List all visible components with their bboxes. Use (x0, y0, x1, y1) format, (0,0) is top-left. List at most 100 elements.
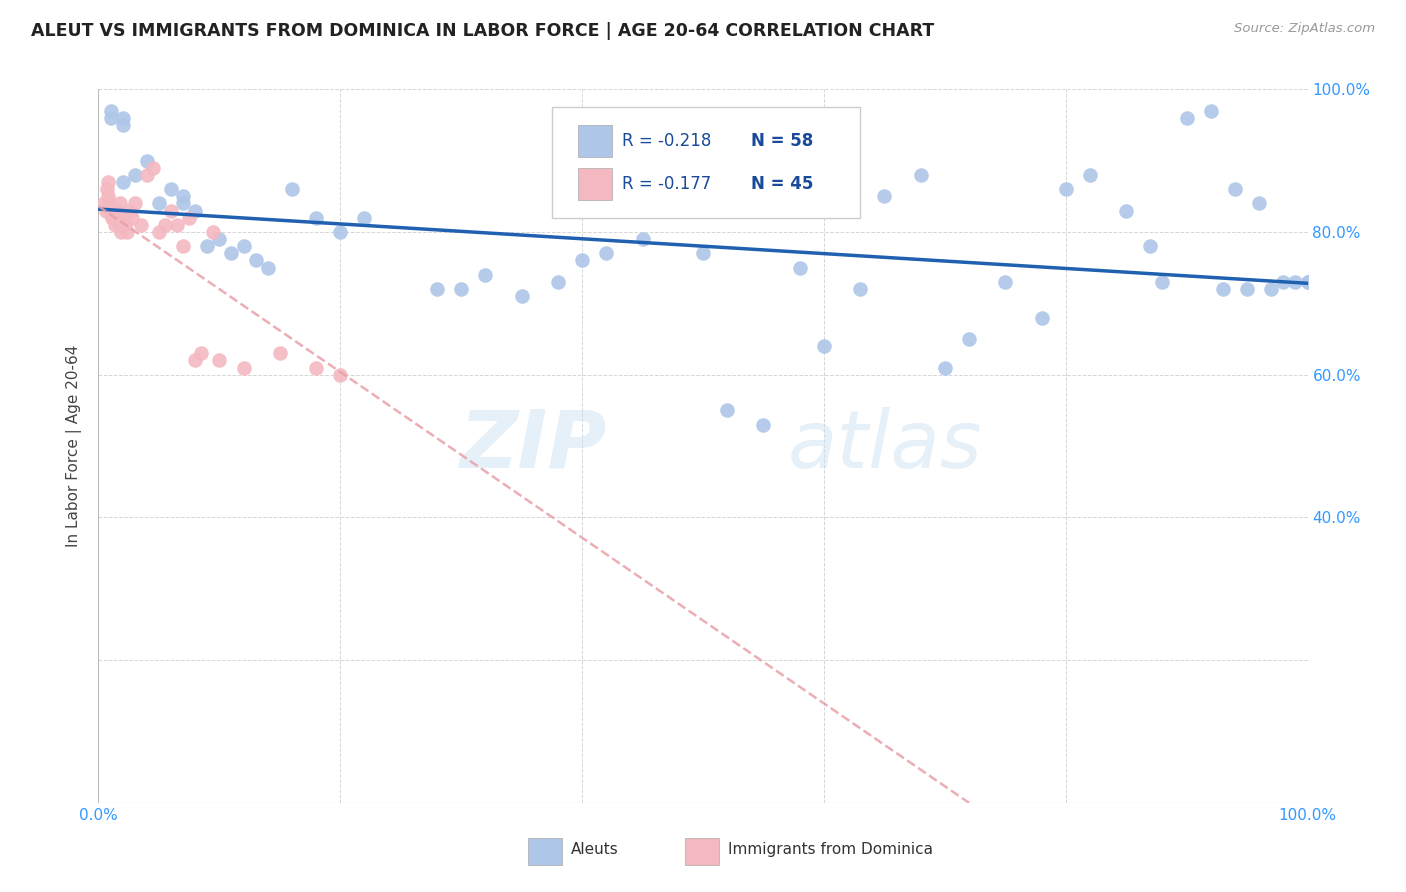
Point (179, 211, 201, 225)
Point (111, 118, 134, 132)
Point (631, 232, 654, 246)
Point (118, 203, 141, 218)
Point (172, 239, 194, 253)
Point (510, 289, 533, 303)
Point (160, 182, 183, 196)
Point (184, 353, 207, 368)
Point (873, 189, 896, 203)
Bar (578, 168, 613, 200)
Point (1272, 275, 1295, 289)
Point (108, 196, 131, 211)
Point (789, 260, 811, 275)
Text: Source: ZipAtlas.com: Source: ZipAtlas.com (1234, 22, 1375, 36)
Point (104, 218, 127, 232)
Point (1296, 275, 1319, 289)
Point (1212, 282, 1234, 296)
Point (329, 225, 352, 239)
Text: R = -0.177: R = -0.177 (621, 175, 711, 193)
Point (692, 246, 714, 260)
Point (135, 153, 157, 168)
Point (1152, 275, 1174, 289)
Point (148, 225, 170, 239)
Point (117, 225, 139, 239)
Point (114, 218, 136, 232)
Point (595, 246, 617, 260)
Point (232, 239, 254, 253)
Point (190, 346, 212, 360)
Point (100, 203, 122, 218)
Point (232, 360, 254, 375)
Point (107, 211, 129, 225)
Point (129, 218, 152, 232)
Point (1236, 282, 1258, 296)
Point (108, 218, 131, 232)
Y-axis label: In Labor Force | Age 20-64: In Labor Force | Age 20-64 (66, 345, 83, 547)
Point (305, 360, 328, 375)
Point (1054, 182, 1077, 196)
Point (110, 225, 132, 239)
Point (103, 211, 125, 225)
Text: N = 45: N = 45 (751, 175, 814, 193)
Point (1031, 310, 1053, 325)
Point (1223, 182, 1246, 196)
Bar (578, 125, 613, 157)
Point (172, 196, 194, 211)
Point (100, 111, 122, 125)
Text: R = -0.218: R = -0.218 (621, 132, 711, 150)
Point (100, 203, 122, 218)
Point (957, 332, 980, 346)
Point (124, 196, 146, 211)
Text: atlas: atlas (787, 407, 983, 485)
Point (450, 282, 472, 296)
Point (208, 353, 231, 368)
Point (121, 211, 143, 225)
Point (1296, 275, 1319, 289)
Point (153, 218, 176, 232)
Point (994, 275, 1017, 289)
Point (934, 360, 956, 375)
Point (256, 260, 278, 275)
Point (98, 196, 121, 211)
Point (849, 282, 872, 296)
Point (1115, 203, 1137, 218)
Point (166, 218, 188, 232)
Point (752, 417, 775, 432)
Point (221, 246, 243, 260)
Point (1249, 196, 1271, 211)
Point (571, 253, 593, 268)
Point (96, 182, 118, 196)
Point (142, 161, 165, 175)
Point (100, 203, 122, 218)
Point (160, 203, 183, 218)
Point (195, 239, 218, 253)
Point (105, 211, 128, 225)
Point (1139, 239, 1161, 253)
Point (474, 268, 496, 282)
Point (269, 346, 291, 360)
Point (329, 368, 352, 382)
Point (101, 203, 124, 218)
Point (245, 253, 267, 268)
Point (208, 232, 231, 246)
Point (1284, 275, 1306, 289)
Point (148, 196, 170, 211)
Point (105, 203, 128, 218)
Text: Aleuts: Aleuts (571, 842, 619, 856)
Point (98, 196, 121, 211)
Point (135, 168, 157, 182)
Point (124, 168, 146, 182)
Point (184, 203, 207, 218)
Bar (685, 838, 718, 865)
FancyBboxPatch shape (551, 107, 860, 218)
Point (305, 211, 328, 225)
Point (547, 275, 569, 289)
Point (94, 203, 117, 218)
Text: ALEUT VS IMMIGRANTS FROM DOMINICA IN LABOR FORCE | AGE 20-64 CORRELATION CHART: ALEUT VS IMMIGRANTS FROM DOMINICA IN LAB… (31, 22, 934, 40)
Point (101, 211, 124, 225)
Point (97, 175, 120, 189)
Text: ZIP: ZIP (458, 407, 606, 485)
Point (111, 211, 134, 225)
Bar (527, 838, 561, 865)
Point (100, 211, 122, 225)
Point (426, 282, 449, 296)
